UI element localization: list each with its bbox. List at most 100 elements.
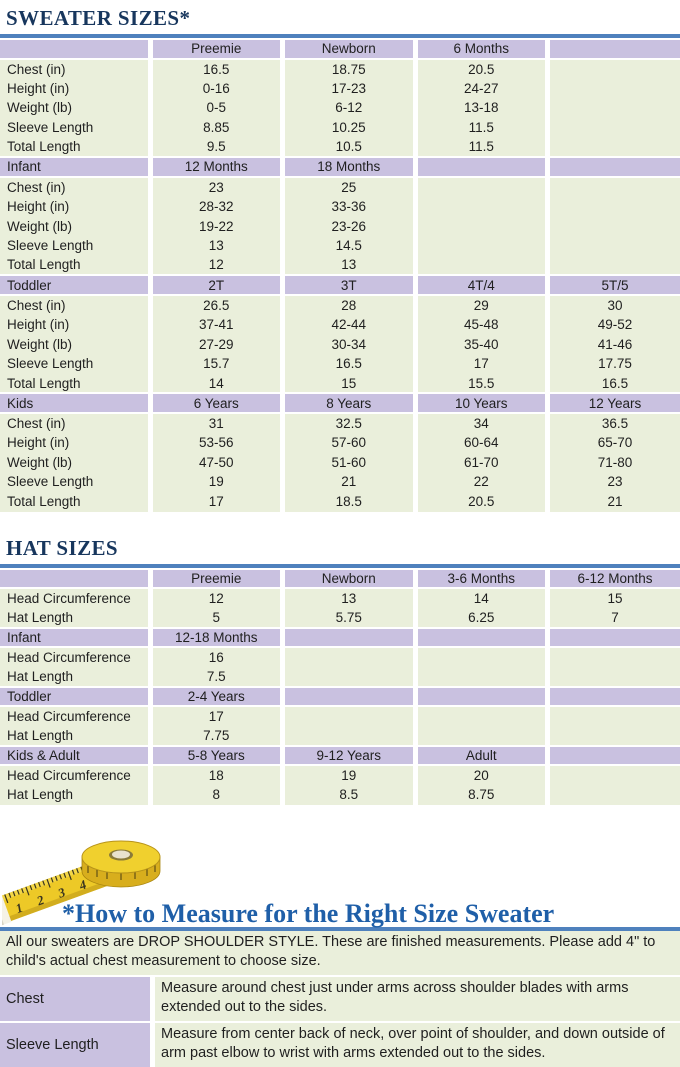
value-cell: 25 — [283, 177, 416, 197]
value-cell — [415, 667, 548, 687]
size-column-header-cell: 2T — [150, 275, 283, 295]
group-label-cell: Infant — [0, 628, 150, 648]
tape-roll — [82, 841, 160, 887]
value-cell: 11.5 — [415, 118, 548, 138]
value-cell: 7.75 — [150, 726, 283, 746]
size-column-header-cell: 4T/4 — [415, 275, 548, 295]
value-cell: 31 — [150, 413, 283, 433]
value-cell: 17 — [150, 706, 283, 726]
value-cell: 8.75 — [415, 785, 548, 805]
value-cell — [415, 177, 548, 197]
value-cell: 12 — [150, 588, 283, 608]
value-cell: 30-34 — [283, 334, 416, 354]
value-cell: 13-18 — [415, 98, 548, 118]
size-column-header-cell: 12-18 Months — [150, 628, 283, 648]
row-label-cell: Chest (in) — [0, 413, 150, 433]
value-cell: 8.5 — [283, 785, 416, 805]
value-cell: 17-23 — [283, 78, 416, 98]
value-cell — [548, 177, 680, 197]
value-cell: 14 — [150, 374, 283, 394]
row-label-cell: Sleeve Length — [0, 118, 150, 138]
spacer — [0, 512, 680, 530]
size-column-header-cell: 6-12 Months — [548, 569, 680, 589]
row-label-cell: Weight (lb) — [0, 334, 150, 354]
value-cell: 16.5 — [150, 59, 283, 79]
row-label-cell: Sleeve Length — [0, 472, 150, 492]
row-label-cell: Head Circumference — [0, 706, 150, 726]
value-cell — [548, 785, 680, 805]
size-column-header-cell: 2-4 Years — [150, 687, 283, 707]
size-column-header-cell — [548, 628, 680, 648]
value-cell — [415, 726, 548, 746]
row-label-cell: Total Length — [0, 137, 150, 157]
measure-heading-block: 123456 *How to Measure for the Right Siz… — [0, 827, 680, 927]
value-cell: 13 — [283, 588, 416, 608]
value-cell: 15.5 — [415, 374, 548, 394]
row-label-cell: Weight (lb) — [0, 98, 150, 118]
value-cell: 49-52 — [548, 315, 680, 335]
value-cell: 18.75 — [283, 59, 416, 79]
value-cell — [548, 197, 680, 217]
value-cell: 0-16 — [150, 78, 283, 98]
group-label-cell: Toddler — [0, 687, 150, 707]
value-cell — [548, 59, 680, 79]
value-cell: 7 — [548, 608, 680, 628]
size-column-header-cell — [548, 687, 680, 707]
size-column-header-cell: 3T — [283, 275, 416, 295]
value-cell: 14 — [415, 588, 548, 608]
group-label-cell: Toddler — [0, 275, 150, 295]
value-cell: 16.5 — [283, 354, 416, 374]
value-cell: 14.5 — [283, 236, 416, 256]
size-column-header-cell: 9-12 Years — [283, 746, 416, 766]
group-label-cell: Kids — [0, 393, 150, 413]
value-cell — [548, 98, 680, 118]
size-column-header-cell: Preemie — [150, 39, 283, 59]
value-cell: 7.5 — [150, 667, 283, 687]
value-cell: 5.75 — [283, 608, 416, 628]
value-cell: 23-26 — [283, 216, 416, 236]
value-cell — [548, 706, 680, 726]
value-cell: 15.7 — [150, 354, 283, 374]
value-cell: 30 — [548, 295, 680, 315]
value-cell: 20.5 — [415, 492, 548, 512]
value-cell: 9.5 — [150, 137, 283, 157]
value-cell: 28-32 — [150, 197, 283, 217]
value-cell: 33-36 — [283, 197, 416, 217]
value-cell: 19 — [283, 765, 416, 785]
row-label-cell: Height (in) — [0, 197, 150, 217]
how-to-measure-title: *How to Measure for the Right Size Sweat… — [62, 899, 554, 929]
value-cell: 10.25 — [283, 118, 416, 138]
value-cell: 45-48 — [415, 315, 548, 335]
value-cell: 71-80 — [548, 452, 680, 472]
size-column-header-cell: 10 Years — [415, 393, 548, 413]
group-label-cell: Kids & Adult — [0, 746, 150, 766]
spacer — [0, 805, 680, 826]
value-cell: 17.75 — [548, 354, 680, 374]
value-cell: 18.5 — [283, 492, 416, 512]
value-cell: 0-5 — [150, 98, 283, 118]
row-label-cell: Chest (in) — [0, 295, 150, 315]
size-column-header-cell: 8 Years — [283, 393, 416, 413]
measure-intro-text: All our sweaters are DROP SHOULDER STYLE… — [0, 931, 680, 975]
value-cell: 53-56 — [150, 433, 283, 453]
row-label-cell: Hat Length — [0, 726, 150, 746]
value-cell: 41-46 — [548, 334, 680, 354]
row-label-cell: Hat Length — [0, 667, 150, 687]
size-column-header-cell — [548, 746, 680, 766]
size-column-header-cell: 12 Months — [150, 157, 283, 177]
